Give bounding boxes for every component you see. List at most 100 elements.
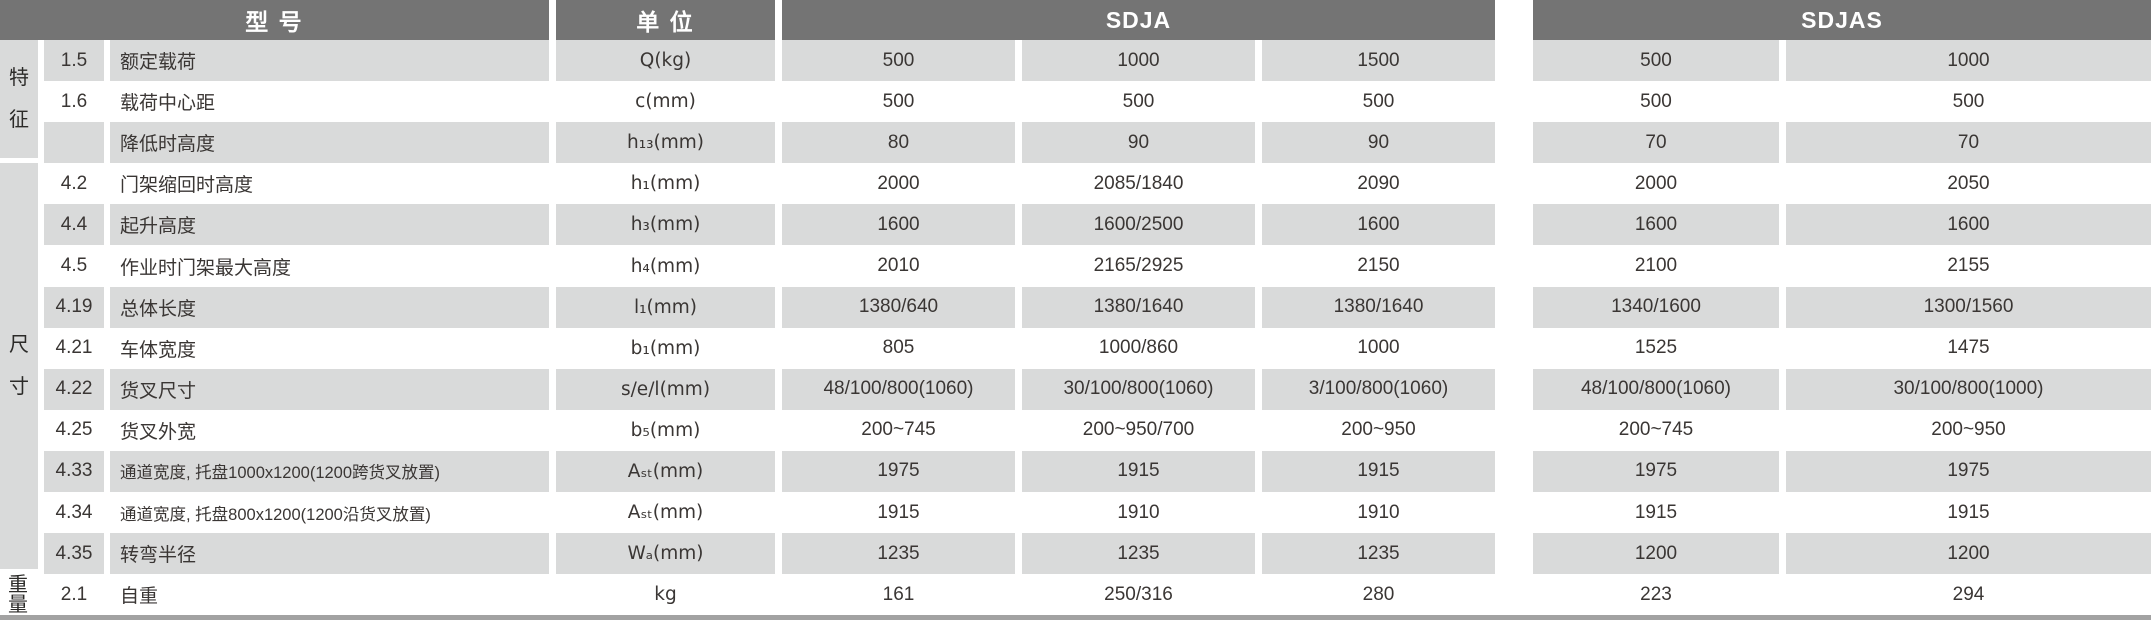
row-name-cell: 载荷中心距	[110, 81, 549, 123]
row-number-cell: 4.19	[44, 286, 104, 328]
value-cell: 2165/2925	[1022, 245, 1255, 287]
row-unit-cell: h₁₃(mm)	[556, 122, 775, 164]
value-cell: 500	[1786, 81, 2151, 123]
value-cell: 200~950	[1786, 409, 2151, 451]
value-cell: 200~745	[1533, 409, 1779, 451]
category-label-text: 重 量	[8, 573, 30, 616]
category-label-text: 特征	[9, 67, 29, 132]
value-cell: 1235	[1022, 533, 1255, 575]
value-cell: 500	[1022, 81, 1255, 123]
value-cell: 1500	[1262, 40, 1495, 82]
value-cell: 1340/1600	[1533, 286, 1779, 328]
row-name-cell: 门架缩回时高度	[110, 163, 549, 205]
row-unit-cell: Aₛₜ(mm)	[556, 492, 775, 534]
value-cell: 2000	[782, 163, 1015, 205]
row-number-cell: 4.33	[44, 450, 104, 493]
row-name-cell: 车体宽度	[110, 327, 549, 369]
value-cell: 1975	[1533, 450, 1779, 493]
value-cell: 500	[1262, 81, 1495, 123]
value-cell: 1235	[1262, 533, 1495, 575]
value-cell: 1380/640	[782, 286, 1015, 328]
row-number-cell: 2.1	[44, 574, 104, 616]
value-cell: 500	[782, 40, 1015, 82]
value-cell: 805	[782, 327, 1015, 369]
value-cell: 500	[1533, 40, 1779, 82]
category-label: 尺寸	[0, 163, 38, 570]
row-unit-cell: kg	[556, 574, 775, 616]
row-number-cell: 4.4	[44, 204, 104, 246]
row-number-cell	[44, 122, 104, 164]
value-cell: 3/100/800(1060)	[1262, 368, 1495, 410]
value-cell: 1525	[1533, 327, 1779, 369]
value-cell: 2155	[1786, 245, 2151, 287]
value-cell: 1915	[1786, 492, 2151, 534]
value-cell: 1000	[1262, 327, 1495, 369]
value-cell: 1300/1560	[1786, 286, 2151, 328]
row-unit-cell: c(mm)	[556, 81, 775, 123]
group-header-sdjas: SDJAS	[1533, 0, 2151, 40]
value-cell: 1380/1640	[1262, 286, 1495, 328]
value-cell: 48/100/800(1060)	[782, 368, 1015, 410]
row-name-cell: 额定载荷	[110, 40, 549, 82]
row-name-cell: 起升高度	[110, 204, 549, 246]
value-cell: 2090	[1262, 163, 1495, 205]
table-bottom-edge	[0, 615, 2151, 620]
value-cell: 2150	[1262, 245, 1495, 287]
row-name-cell: 货叉尺寸	[110, 368, 549, 410]
row-unit-cell: h₃(mm)	[556, 204, 775, 246]
row-number-cell: 4.25	[44, 409, 104, 451]
value-cell: 1600/2500	[1022, 204, 1255, 246]
value-cell: 200~950/700	[1022, 409, 1255, 451]
row-unit-cell: b₅(mm)	[556, 409, 775, 451]
value-cell: 90	[1022, 122, 1255, 164]
row-name-cell: 自重	[110, 574, 549, 616]
row-name-cell: 通道宽度, 托盘800x1200(1200沿货叉放置)	[110, 492, 549, 534]
category-label: 特征	[0, 40, 38, 159]
value-cell: 1200	[1533, 533, 1779, 575]
row-name-cell: 作业时门架最大高度	[110, 245, 549, 287]
row-name-cell: 降低时高度	[110, 122, 549, 164]
row-name-cell: 通道宽度, 托盘1000x1200(1200跨货叉放置)	[110, 450, 549, 493]
model-column-header: 型 号	[0, 0, 549, 40]
unit-column-header: 单 位	[556, 0, 775, 40]
value-cell: 30/100/800(1060)	[1022, 368, 1255, 410]
row-unit-cell: h₁(mm)	[556, 163, 775, 205]
row-name-cell: 货叉外宽	[110, 409, 549, 451]
row-unit-cell: Aₛₜ(mm)	[556, 450, 775, 493]
value-cell: 2085/1840	[1022, 163, 1255, 205]
row-number-cell: 4.35	[44, 533, 104, 575]
row-number-cell: 4.22	[44, 368, 104, 410]
value-cell: 294	[1786, 574, 2151, 616]
value-cell: 500	[1533, 81, 1779, 123]
value-cell: 1915	[1022, 450, 1255, 493]
value-cell: 1600	[782, 204, 1015, 246]
row-number-cell: 4.5	[44, 245, 104, 287]
value-cell: 1000	[1786, 40, 2151, 82]
row-number-cell: 4.2	[44, 163, 104, 205]
value-cell: 1915	[782, 492, 1015, 534]
row-number-cell: 1.5	[44, 40, 104, 82]
value-cell: 1200	[1786, 533, 2151, 575]
value-cell: 70	[1786, 122, 2151, 164]
value-cell: 80	[782, 122, 1015, 164]
value-cell: 1915	[1262, 450, 1495, 493]
value-cell: 200~950	[1262, 409, 1495, 451]
row-unit-cell: b₁(mm)	[556, 327, 775, 369]
value-cell: 1000/860	[1022, 327, 1255, 369]
value-cell: 2050	[1786, 163, 2151, 205]
value-cell: 1000	[1022, 40, 1255, 82]
value-cell: 1975	[1786, 450, 2151, 493]
value-cell: 1600	[1786, 204, 2151, 246]
value-cell: 90	[1262, 122, 1495, 164]
value-cell: 1600	[1262, 204, 1495, 246]
category-label-text: 尺寸	[9, 334, 29, 399]
value-cell: 2100	[1533, 245, 1779, 287]
value-cell: 1475	[1786, 327, 2151, 369]
value-cell: 1235	[782, 533, 1015, 575]
row-unit-cell: h₄(mm)	[556, 245, 775, 287]
value-cell: 1910	[1022, 492, 1255, 534]
value-cell: 1380/1640	[1022, 286, 1255, 328]
value-cell: 223	[1533, 574, 1779, 616]
